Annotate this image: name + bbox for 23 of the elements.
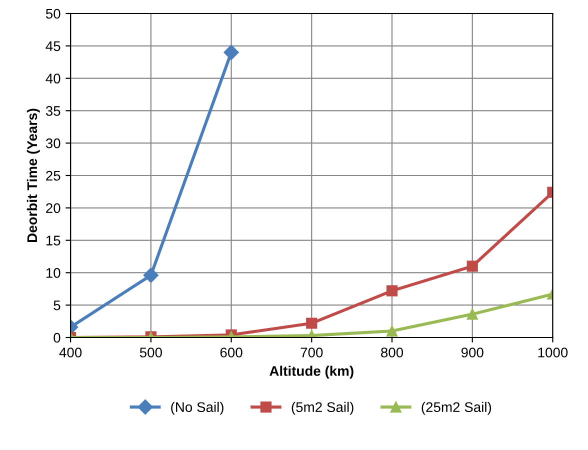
y-tick-label: 45 (46, 41, 60, 52)
x-tick-label: 800 (381, 348, 404, 358)
y-tick-label: 30 (46, 138, 60, 148)
y-axis-title: Deorbit Time (Years) (26, 108, 40, 242)
y-tick-label: 50 (46, 8, 60, 19)
y-tick-label: 20 (46, 203, 60, 214)
x-tick-label: 1000 (538, 348, 568, 358)
y-tick-label: 40 (46, 74, 60, 84)
legend-label: (5m2 Sail) (292, 402, 354, 415)
y-tick-label: 10 (46, 268, 60, 278)
y-tick-label: 35 (46, 106, 60, 116)
legend-label: (25m2 Sail) (422, 402, 492, 415)
x-tick-label: 900 (461, 348, 484, 358)
x-axis-title: Altitude (km) (270, 366, 354, 379)
x-tick-label: 400 (59, 348, 82, 358)
y-tick-label: 25 (46, 170, 60, 181)
x-tick-label: 600 (220, 348, 242, 358)
x-tick-label: 700 (300, 348, 323, 358)
y-tick-label: 15 (46, 236, 60, 246)
y-tick-label: 0 (54, 332, 60, 343)
legend-label: (No Sail) (171, 402, 224, 415)
x-tick-label: 500 (140, 348, 162, 358)
y-tick-label: 5 (54, 300, 60, 310)
